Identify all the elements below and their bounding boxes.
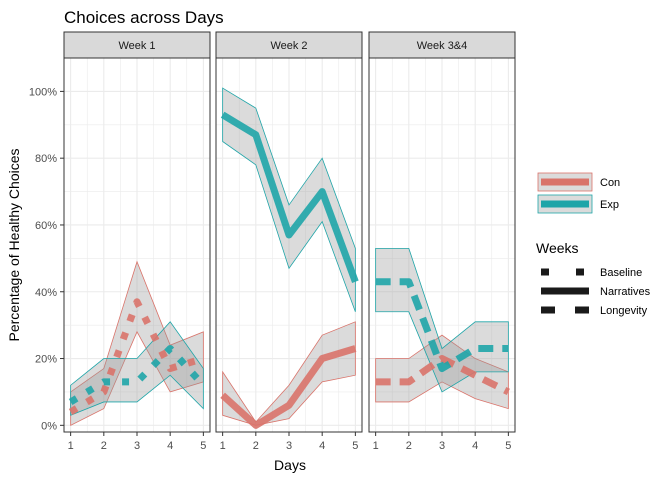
x-tick-label: 3 bbox=[439, 440, 445, 452]
y-tick-label: 80% bbox=[35, 153, 57, 165]
y-tick-label: 0% bbox=[41, 420, 57, 432]
group-legend: Con Exp bbox=[537, 172, 620, 214]
legend-label-longevity: Longevity bbox=[600, 305, 648, 317]
facet-label: Week 1 bbox=[118, 40, 155, 52]
facet-panel-2: Week 2 1 2 3 4 5 bbox=[215, 31, 363, 452]
x-tick-label: 1 bbox=[373, 440, 379, 452]
facet-label: Week 3&4 bbox=[417, 40, 468, 52]
legend-label-exp: Exp bbox=[600, 199, 619, 211]
y-tick-label: 100% bbox=[29, 86, 57, 98]
x-tick-label: 5 bbox=[352, 440, 358, 452]
facet-panel-3: Week 3&4 1 2 3 4 5 bbox=[368, 31, 516, 452]
x-axis-label: Days bbox=[274, 457, 306, 473]
facet-panels: Week 1 1 2 3 4 5 Week 2 1 2 3 4 5 Week 3&4 1 2 3 4 5 0% 20%… bbox=[29, 31, 516, 452]
x-tick-label: 1 bbox=[220, 440, 226, 452]
series-line-con bbox=[68, 298, 205, 415]
x-tick-label: 1 bbox=[68, 440, 74, 452]
x-tick-label: 5 bbox=[505, 440, 511, 452]
facet-panel-1: Week 1 1 2 3 4 5 bbox=[63, 31, 211, 452]
series-line-exp bbox=[68, 345, 206, 405]
legend-title-weeks: Weeks bbox=[536, 240, 579, 256]
x-tick-label: 3 bbox=[134, 440, 140, 452]
x-tick-label: 2 bbox=[101, 440, 107, 452]
legend-label-narratives: Narratives bbox=[600, 286, 651, 298]
y-axis-label: Percentage of Healthy Choices bbox=[6, 149, 22, 342]
facet-label: Week 2 bbox=[270, 40, 307, 52]
linetype-legend: Weeks Baseline Narratives Longevity bbox=[536, 240, 651, 317]
x-tick-label: 2 bbox=[253, 440, 259, 452]
y-tick-label: 60% bbox=[35, 220, 57, 232]
y-tick-label: 40% bbox=[35, 287, 57, 299]
series-line-exp bbox=[220, 111, 359, 283]
legend: Con Exp Weeks Baseline Narratives Longevity bbox=[536, 172, 651, 317]
confidence-ribbon-con bbox=[222, 321, 356, 426]
facet-strip bbox=[63, 31, 211, 59]
y-axis: 0% 20% 40% 60% 80% 100% bbox=[29, 86, 64, 432]
x-tick-label: 3 bbox=[286, 440, 292, 452]
series-line-con bbox=[375, 355, 510, 396]
legend-label-con: Con bbox=[600, 177, 620, 189]
x-tick-label: 5 bbox=[200, 440, 206, 452]
series-line-exp bbox=[375, 278, 509, 373]
y-tick-label: 20% bbox=[35, 354, 57, 366]
x-tick-label: 4 bbox=[472, 440, 478, 452]
x-tick-label: 4 bbox=[319, 440, 325, 452]
series-line-con bbox=[220, 345, 357, 429]
facet-strip bbox=[368, 31, 516, 59]
legend-label-baseline: Baseline bbox=[600, 267, 642, 279]
facet-strip bbox=[215, 31, 363, 59]
x-tick-label: 2 bbox=[406, 440, 412, 452]
chart-title: Choices across Days bbox=[64, 8, 224, 27]
x-tick-label: 4 bbox=[167, 440, 173, 452]
